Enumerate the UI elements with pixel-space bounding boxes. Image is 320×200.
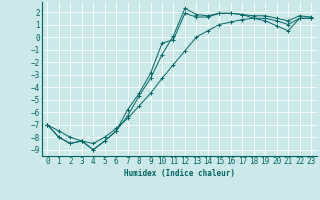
X-axis label: Humidex (Indice chaleur): Humidex (Indice chaleur) <box>124 169 235 178</box>
